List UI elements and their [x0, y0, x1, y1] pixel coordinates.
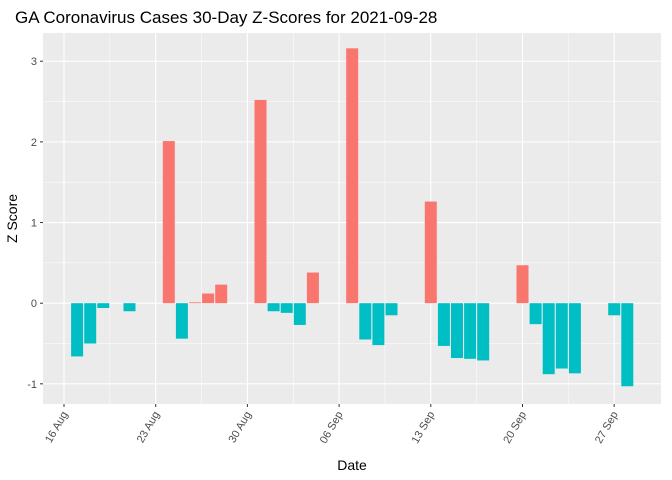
- bar: [464, 303, 477, 359]
- bar: [189, 302, 201, 304]
- bar: [162, 141, 175, 304]
- bar: [71, 303, 84, 357]
- bar: [568, 303, 581, 374]
- bar: [555, 303, 568, 369]
- bar: [437, 303, 450, 346]
- chart-title: GA Coronavirus Cases 30-Day Z-Scores for…: [15, 8, 437, 27]
- y-tick-label: 1: [31, 218, 37, 230]
- bar: [385, 303, 398, 316]
- bar: [346, 48, 359, 304]
- bar: [254, 99, 267, 304]
- bar: [451, 303, 463, 359]
- bar: [280, 303, 293, 313]
- y-tick-label: 0: [31, 298, 37, 310]
- x-tick-label: 30 Aug: [226, 410, 254, 446]
- y-tick-label: 3: [31, 56, 37, 68]
- bar: [267, 303, 280, 312]
- y-tick-label: -1: [27, 379, 37, 391]
- bar: [84, 303, 97, 344]
- bar: [359, 303, 372, 340]
- bar: [123, 303, 136, 312]
- x-tick-label: 06 Sep: [318, 410, 346, 446]
- bars: [71, 48, 634, 387]
- x-tick-label: 23 Aug: [135, 410, 163, 446]
- bar: [202, 293, 215, 304]
- bar: [621, 303, 634, 387]
- bar: [542, 303, 555, 375]
- x-tick-label: 13 Sep: [410, 410, 438, 446]
- bar: [97, 303, 110, 309]
- bar: [175, 303, 188, 339]
- y-tick-label: 2: [31, 137, 37, 149]
- bar: [608, 303, 621, 316]
- bar: [516, 265, 529, 304]
- x-tick-label: 16 Aug: [43, 410, 71, 446]
- x-tick-label: 27 Sep: [593, 410, 621, 446]
- bar: [372, 303, 385, 346]
- x-tick-label: 20 Sep: [501, 410, 529, 446]
- bar: [293, 303, 306, 325]
- y-axis-label: Z Score: [4, 194, 20, 243]
- bar: [215, 284, 228, 304]
- bar: [306, 272, 319, 304]
- bar: [529, 303, 542, 325]
- bar: [477, 303, 490, 361]
- bar: [424, 201, 437, 304]
- x-axis-label: Date: [337, 457, 367, 473]
